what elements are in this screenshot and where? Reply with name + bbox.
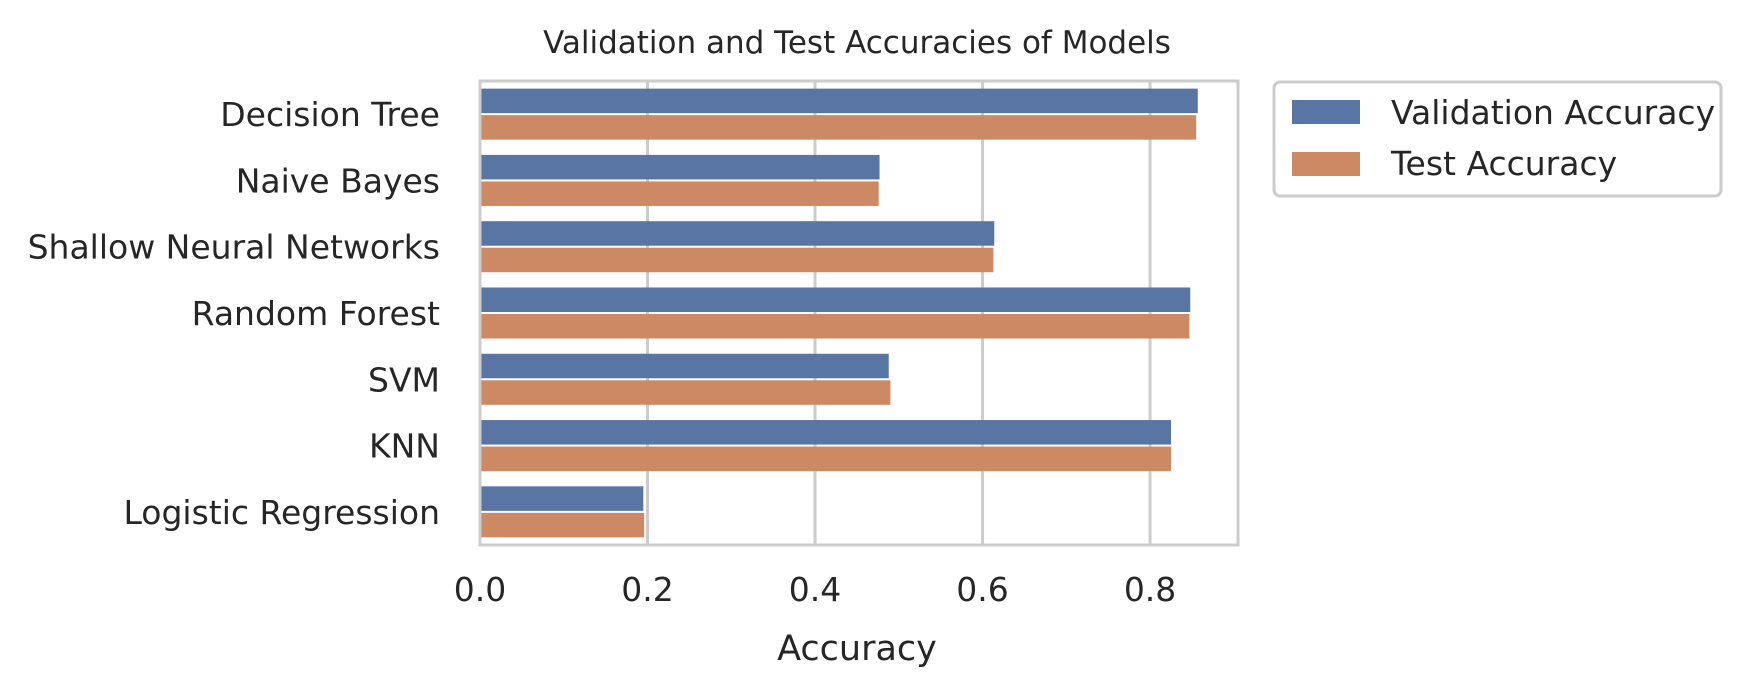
x-axis-label: Accuracy: [777, 629, 937, 669]
legend-swatch-validation: [1292, 100, 1360, 124]
bars: [480, 88, 1198, 538]
bar-validation: [480, 420, 1171, 445]
bar-test: [480, 446, 1171, 472]
category-label: KNN: [369, 427, 440, 466]
plot-frame: [478, 79, 1240, 547]
category-label: Random Forest: [192, 294, 440, 333]
legend-label-test: Test Accuracy: [1390, 144, 1617, 183]
bar-test: [480, 115, 1197, 140]
category-label: Naive Bayes: [236, 161, 440, 200]
x-tick-label: 0.0: [454, 570, 506, 609]
bar-validation: [480, 353, 889, 379]
category-labels: Decision Tree Naive Bayes Shallow Neural N…: [28, 95, 440, 532]
legend-label-validation: Validation Accuracy: [1391, 93, 1715, 132]
bar-test: [480, 380, 891, 405]
legend-box: [1272, 80, 1723, 198]
x-tick-label: 0.4: [789, 570, 841, 609]
bar-test: [480, 512, 645, 538]
bar-test: [480, 247, 994, 273]
legend-swatch-test: [1292, 152, 1360, 176]
bar-validation: [480, 287, 1191, 312]
bar-test: [480, 314, 1190, 339]
category-label: Shallow Neural Networks: [28, 228, 440, 267]
bar-validation: [480, 221, 995, 246]
x-tick-label: 0.8: [1124, 570, 1176, 609]
x-tick-label: 0.2: [621, 570, 673, 609]
bar-validation: [480, 88, 1198, 114]
category-label: Decision Tree: [220, 95, 440, 134]
category-label: SVM: [368, 360, 440, 399]
chart-title: Validation and Test Accuracies of Models: [543, 25, 1171, 61]
x-tick-label: 0.6: [956, 570, 1008, 609]
bar-test: [480, 181, 879, 206]
category-label: Logistic Regression: [123, 493, 440, 532]
grid-lines: [478, 81, 1152, 545]
x-tick-labels: 0.0 0.2 0.4 0.6 0.8: [454, 570, 1177, 609]
legend: Validation Accuracy Test Accuracy: [1272, 80, 1723, 198]
bar-validation: [480, 154, 880, 180]
bar-validation: [480, 486, 644, 511]
